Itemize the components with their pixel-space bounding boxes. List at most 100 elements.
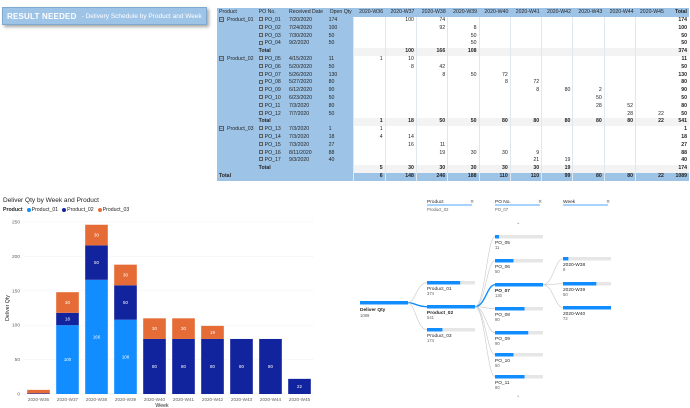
week-cell bbox=[509, 141, 542, 150]
expand-icon[interactable] bbox=[258, 102, 263, 107]
close-icon[interactable]: × bbox=[538, 199, 542, 205]
node-bar[interactable] bbox=[495, 331, 529, 335]
bar-data-label: 50 bbox=[94, 260, 99, 265]
week-cell bbox=[478, 141, 511, 150]
expand-icon[interactable] bbox=[258, 40, 263, 45]
grand-total-cell: 110 bbox=[509, 172, 542, 181]
week-cell: 14 bbox=[384, 133, 417, 142]
matrix-col-header[interactable]: 2020-W39 bbox=[447, 8, 480, 17]
week-cell bbox=[572, 141, 605, 150]
matrix-col-header[interactable]: 2020-W41 bbox=[510, 8, 542, 17]
expand-icon[interactable] bbox=[258, 95, 263, 100]
week-cell: 50 bbox=[572, 94, 605, 103]
matrix-col-header[interactable]: 2020-W37 bbox=[385, 8, 417, 17]
row-total: 50 bbox=[665, 110, 689, 119]
collapse-icon[interactable]: − bbox=[219, 56, 224, 63]
week-cell bbox=[384, 32, 417, 41]
node-bar[interactable] bbox=[427, 305, 475, 309]
matrix-row: PO_09 6/12/2020 90 8 80 2 90 bbox=[217, 87, 689, 95]
open-qty: 130 bbox=[326, 71, 354, 80]
matrix-col-header[interactable]: 2020-W40 bbox=[479, 8, 511, 17]
expand-icon[interactable] bbox=[258, 63, 263, 68]
node-bar[interactable] bbox=[495, 283, 543, 287]
node-bar[interactable] bbox=[563, 306, 611, 310]
scroll-down-icon[interactable]: ˅ bbox=[517, 395, 520, 402]
expand-icon[interactable] bbox=[258, 17, 263, 22]
expand-icon[interactable] bbox=[258, 32, 263, 37]
week-cell: 5 bbox=[353, 165, 386, 173]
x-tick-label: 2020-W44 bbox=[260, 397, 282, 402]
open-qty: 40 bbox=[326, 157, 354, 166]
expand-icon[interactable] bbox=[258, 56, 263, 61]
bar-data-label: 19 bbox=[210, 330, 215, 335]
expand-icon[interactable] bbox=[258, 141, 263, 146]
received-date: 4/15/2020 bbox=[286, 55, 327, 64]
expand-icon[interactable] bbox=[258, 110, 263, 115]
week-cell bbox=[541, 32, 573, 41]
node-bar[interactable] bbox=[427, 281, 461, 285]
received-date: 5/20/2020 bbox=[286, 63, 327, 72]
legend-item-product-03[interactable]: Product_03 bbox=[97, 207, 129, 213]
matrix-col-header[interactable]: Received Date bbox=[286, 8, 327, 17]
legend-item-product-01[interactable]: Product_01 bbox=[26, 207, 58, 213]
close-icon[interactable]: × bbox=[606, 199, 610, 205]
bar-segment bbox=[114, 319, 137, 394]
received-date: 9/3/2020 bbox=[286, 157, 327, 166]
week-cell bbox=[478, 63, 511, 72]
close-icon[interactable]: × bbox=[470, 199, 474, 205]
matrix-col-header[interactable]: Open Qty bbox=[326, 8, 354, 17]
expand-icon[interactable] bbox=[258, 126, 263, 131]
node-bar[interactable] bbox=[495, 375, 525, 379]
node-bar[interactable] bbox=[495, 307, 525, 311]
expand-icon[interactable] bbox=[258, 79, 263, 84]
node-bar[interactable] bbox=[427, 328, 443, 332]
matrix-col-header[interactable]: PO No. bbox=[256, 8, 287, 17]
matrix-subtotal-row: Total 5 30 30 30 30 30 19 174 bbox=[217, 165, 689, 173]
open-qty: 50 bbox=[326, 40, 354, 49]
expand-icon[interactable] bbox=[258, 157, 263, 162]
received-date: 7/7/2020 bbox=[286, 110, 327, 119]
week-cell bbox=[447, 110, 480, 119]
received-date: 7/30/2020 bbox=[286, 32, 327, 41]
legend-item-product-02[interactable]: Product_02 bbox=[62, 207, 94, 213]
collapse-icon[interactable]: − bbox=[219, 17, 224, 24]
node-bar[interactable] bbox=[495, 259, 514, 263]
week-cell bbox=[603, 24, 636, 33]
open-qty: 50 bbox=[326, 32, 354, 41]
po-label: PO_04 bbox=[264, 40, 281, 47]
node-bar[interactable] bbox=[563, 257, 569, 261]
bar-data-label: 80 bbox=[181, 364, 186, 369]
matrix-col-header[interactable]: 2020-W38 bbox=[416, 8, 448, 17]
week-cell bbox=[509, 110, 542, 119]
matrix-col-header[interactable]: 2020-W43 bbox=[572, 8, 605, 17]
matrix-col-header[interactable]: 2020-W36 bbox=[353, 8, 386, 17]
expand-icon[interactable] bbox=[258, 87, 263, 92]
node-bar[interactable] bbox=[495, 353, 514, 357]
row-total: 50 bbox=[665, 40, 689, 49]
received-date bbox=[286, 48, 327, 56]
node-bar[interactable] bbox=[563, 282, 597, 286]
matrix-col-header[interactable]: 2020-W44 bbox=[604, 8, 636, 17]
matrix-col-header[interactable]: Product bbox=[217, 8, 257, 17]
week-cell bbox=[603, 32, 636, 41]
expand-icon[interactable] bbox=[258, 71, 263, 76]
matrix-col-header[interactable]: 2020-W42 bbox=[541, 8, 573, 17]
week-cell bbox=[572, 165, 605, 173]
collapse-icon[interactable]: − bbox=[219, 126, 224, 133]
expand-icon[interactable] bbox=[258, 24, 263, 29]
bar-segment bbox=[114, 285, 137, 320]
matrix-col-header[interactable]: Total bbox=[665, 8, 689, 17]
expand-icon[interactable] bbox=[258, 149, 263, 154]
node-bar[interactable] bbox=[495, 235, 500, 239]
expand-icon[interactable] bbox=[258, 134, 263, 139]
po-label: Total bbox=[258, 48, 271, 55]
open-qty: 11 bbox=[326, 55, 354, 64]
po-node-label: PO_05 bbox=[495, 240, 510, 246]
po-label: PO_11 bbox=[264, 102, 281, 109]
week-cell bbox=[572, 126, 605, 134]
tree-connector bbox=[474, 236, 496, 307]
week-cell bbox=[635, 79, 666, 88]
row-total: 174 bbox=[665, 165, 689, 173]
scroll-up-icon[interactable]: ˄ bbox=[517, 222, 520, 229]
matrix-col-header[interactable]: 2020-W45 bbox=[635, 8, 666, 17]
